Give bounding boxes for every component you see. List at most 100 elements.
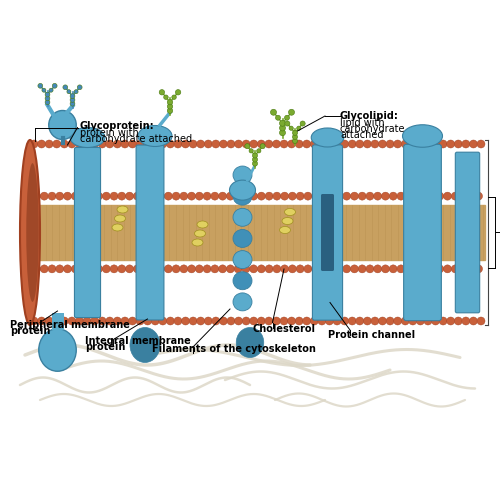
Circle shape (168, 100, 172, 105)
Circle shape (280, 192, 288, 200)
Circle shape (389, 192, 397, 200)
Circle shape (470, 317, 478, 325)
Circle shape (38, 317, 46, 325)
Circle shape (432, 317, 440, 325)
Circle shape (477, 140, 485, 148)
Circle shape (227, 317, 235, 325)
Circle shape (40, 192, 48, 200)
Circle shape (242, 317, 250, 325)
Circle shape (83, 317, 91, 325)
Circle shape (474, 192, 482, 200)
Circle shape (156, 265, 164, 273)
Circle shape (64, 265, 72, 273)
Circle shape (149, 192, 157, 200)
Circle shape (397, 265, 405, 273)
Circle shape (141, 265, 149, 273)
Circle shape (404, 265, 412, 273)
Ellipse shape (138, 126, 172, 146)
Ellipse shape (233, 230, 252, 248)
Circle shape (180, 192, 188, 200)
Circle shape (203, 265, 211, 273)
Circle shape (276, 116, 280, 120)
Circle shape (60, 317, 68, 325)
Circle shape (168, 108, 172, 114)
Circle shape (172, 95, 176, 100)
Circle shape (234, 265, 242, 273)
Circle shape (459, 265, 467, 273)
Circle shape (342, 265, 350, 273)
Circle shape (366, 265, 374, 273)
Circle shape (180, 265, 188, 273)
Text: protein: protein (10, 326, 50, 336)
Circle shape (273, 265, 281, 273)
Circle shape (250, 317, 258, 325)
Circle shape (134, 192, 141, 200)
Circle shape (52, 317, 60, 325)
Ellipse shape (311, 128, 344, 147)
Circle shape (258, 192, 266, 200)
Circle shape (118, 265, 126, 273)
Circle shape (288, 265, 296, 273)
Circle shape (280, 140, 288, 148)
Circle shape (312, 192, 320, 200)
Circle shape (128, 140, 136, 148)
Circle shape (94, 192, 102, 200)
Circle shape (196, 192, 203, 200)
Circle shape (250, 140, 258, 148)
Circle shape (234, 317, 242, 325)
Circle shape (56, 265, 64, 273)
Circle shape (52, 84, 57, 88)
Circle shape (226, 265, 234, 273)
Bar (52, 312, 64, 330)
Circle shape (302, 140, 310, 148)
Circle shape (121, 317, 129, 325)
Circle shape (40, 265, 48, 273)
Circle shape (371, 140, 379, 148)
Circle shape (310, 317, 318, 325)
Circle shape (204, 140, 212, 148)
Circle shape (218, 265, 226, 273)
Circle shape (245, 144, 250, 148)
Circle shape (203, 192, 211, 200)
Circle shape (382, 192, 390, 200)
Circle shape (234, 140, 242, 148)
Circle shape (446, 317, 454, 325)
Circle shape (258, 317, 266, 325)
Circle shape (462, 140, 470, 148)
Circle shape (70, 94, 75, 98)
Circle shape (38, 84, 42, 88)
Circle shape (288, 110, 294, 116)
Circle shape (292, 138, 298, 143)
Circle shape (106, 140, 114, 148)
Ellipse shape (280, 226, 290, 234)
Circle shape (340, 140, 348, 148)
Circle shape (374, 265, 382, 273)
Circle shape (304, 192, 312, 200)
Circle shape (288, 317, 296, 325)
Circle shape (318, 140, 326, 148)
Circle shape (389, 265, 397, 273)
Circle shape (164, 265, 172, 273)
Circle shape (444, 192, 452, 200)
FancyBboxPatch shape (312, 145, 342, 320)
Circle shape (350, 192, 358, 200)
Circle shape (444, 265, 452, 273)
Circle shape (144, 317, 152, 325)
Circle shape (284, 116, 290, 120)
Ellipse shape (402, 124, 442, 147)
Circle shape (296, 126, 301, 130)
Circle shape (226, 192, 234, 200)
Circle shape (364, 140, 372, 148)
Circle shape (378, 140, 386, 148)
Circle shape (424, 317, 432, 325)
Circle shape (110, 192, 118, 200)
Circle shape (174, 317, 182, 325)
Circle shape (439, 317, 447, 325)
Circle shape (45, 92, 50, 97)
Circle shape (38, 140, 46, 148)
Text: Peripheral membrane: Peripheral membrane (10, 320, 130, 330)
Ellipse shape (112, 224, 123, 231)
Circle shape (416, 317, 424, 325)
Circle shape (252, 153, 258, 158)
Circle shape (280, 125, 285, 131)
